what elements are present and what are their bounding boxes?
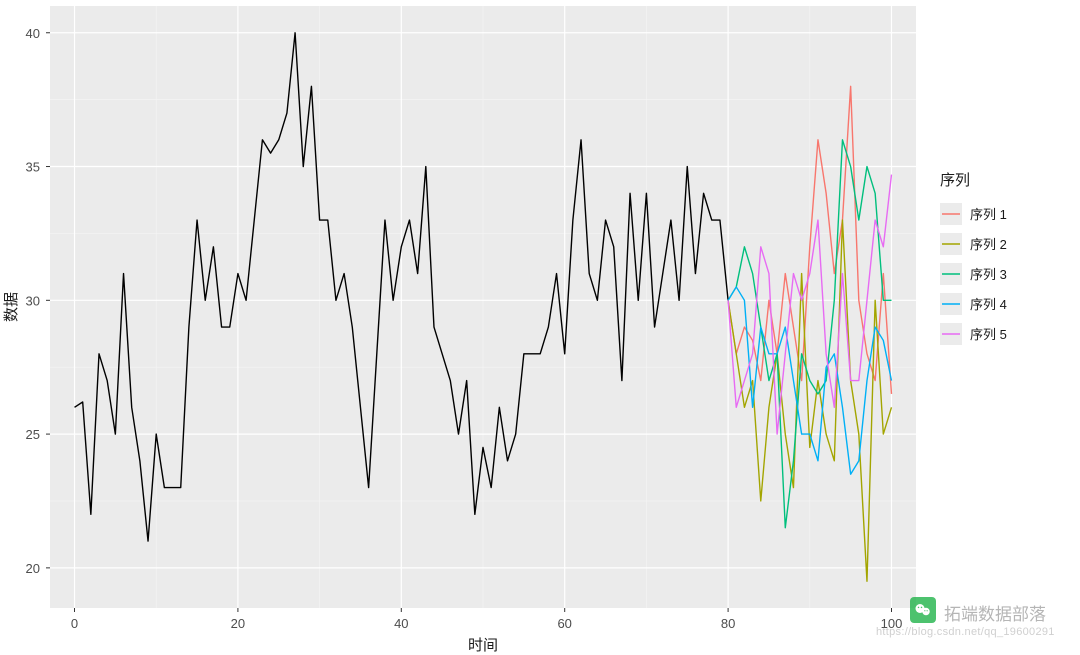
x-tick-label: 20	[231, 616, 245, 631]
legend-item: 序列 1	[940, 203, 1007, 225]
y-tick-label: 30	[26, 293, 40, 308]
x-tick-label: 40	[394, 616, 408, 631]
legend-item: 序列 4	[940, 293, 1007, 315]
x-tick-label: 0	[71, 616, 78, 631]
line-chart: 0204060801002025303540时间数据序列序列 1序列 2序列 3…	[0, 0, 1080, 655]
y-tick-label: 35	[26, 160, 40, 175]
y-tick-label: 40	[26, 26, 40, 41]
y-tick-label: 20	[26, 561, 40, 576]
y-axis-title: 数据	[3, 292, 20, 322]
legend-item: 序列 3	[940, 263, 1007, 285]
x-axis-title: 时间	[468, 637, 498, 654]
y-tick-label: 25	[26, 427, 40, 442]
legend-item-label: 序列 1	[970, 207, 1007, 222]
watermark-brand: 拓端数据部落	[944, 600, 1046, 625]
legend-title: 序列	[940, 172, 970, 189]
chart-container: 0204060801002025303540时间数据序列序列 1序列 2序列 3…	[0, 0, 1080, 655]
legend-item-label: 序列 4	[970, 297, 1007, 312]
legend-item: 序列 5	[940, 323, 1007, 345]
legend-item-label: 序列 5	[970, 327, 1007, 342]
wechat-icon	[910, 597, 936, 623]
legend-item: 序列 2	[940, 233, 1007, 255]
x-tick-label: 80	[721, 616, 735, 631]
watermark-url: https://blog.csdn.net/qq_19600291	[876, 626, 1055, 638]
legend-item-label: 序列 2	[970, 237, 1007, 252]
x-tick-label: 60	[557, 616, 571, 631]
legend-item-label: 序列 3	[970, 267, 1007, 282]
